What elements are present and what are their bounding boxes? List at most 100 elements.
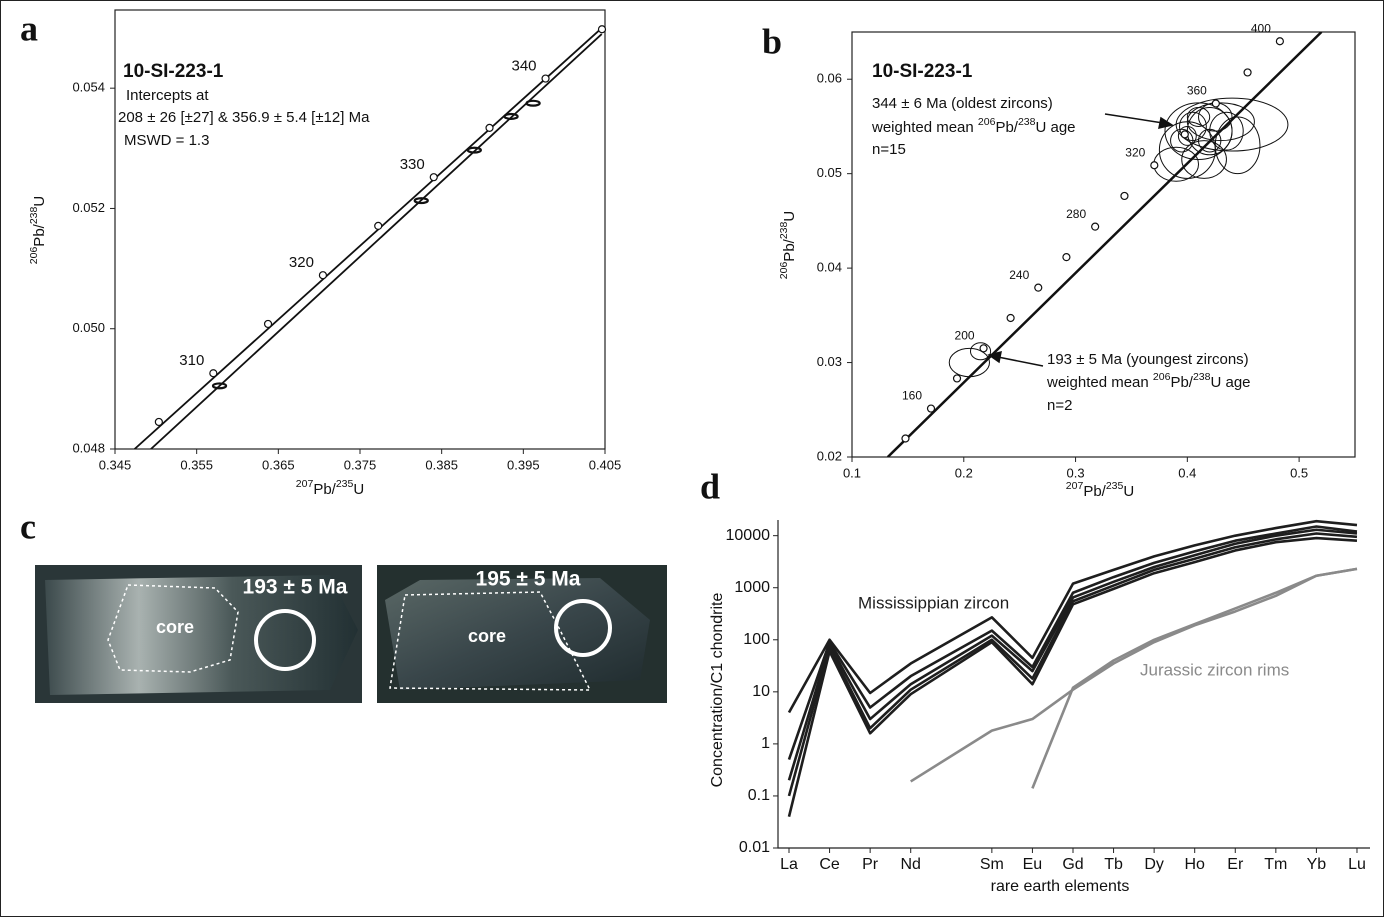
age-label: 240: [1009, 268, 1029, 282]
x-tick-label: Ho: [1184, 856, 1205, 873]
x-tick-label: La: [780, 856, 798, 873]
series-label: Jurassic zircon rims: [1140, 660, 1289, 679]
age-marker: [155, 418, 162, 425]
annotation: 344 ± 6 Ma (oldest zircons): [872, 95, 1053, 112]
text-part: U: [781, 211, 798, 222]
superscript: 235: [336, 478, 354, 490]
text-part: Pb/: [31, 223, 48, 246]
text-part: Pb/: [313, 481, 336, 498]
x-tick-label: 0.375: [344, 457, 377, 472]
age-label: 340: [512, 58, 537, 75]
age-marker: [980, 345, 987, 352]
panel-letter: c: [20, 506, 36, 546]
text-part: Pb/: [781, 238, 798, 261]
x-tick-label: 0.4: [1178, 465, 1196, 480]
x-tick-label: 0.5: [1290, 465, 1308, 480]
age-label: 310: [179, 352, 204, 369]
age-marker: [954, 375, 961, 382]
age-marker: [210, 370, 217, 377]
annotation: weighted mean 206Pb/238U age: [871, 116, 1076, 136]
y-tick-label: 0.052: [72, 200, 105, 215]
panel-letter: b: [762, 21, 782, 61]
y-tick-label: 0.04: [817, 260, 842, 275]
annotation: weighted mean 206Pb/238U age: [1046, 371, 1251, 391]
y-tick-label: 0.1: [748, 787, 770, 804]
age-label: 320: [289, 254, 314, 271]
age-marker: [1092, 223, 1099, 230]
age-marker: [1181, 131, 1188, 138]
text-part: weighted mean: [1046, 374, 1153, 391]
x-tick-label: Tm: [1264, 856, 1287, 873]
y-tick-label: 0.050: [72, 320, 105, 335]
x-tick-label: Gd: [1062, 856, 1083, 873]
panel-letter: d: [700, 466, 720, 506]
zone-label: core: [468, 626, 506, 646]
age-marker: [928, 405, 935, 412]
x-tick-label: Pr: [862, 856, 879, 873]
age-marker: [1244, 69, 1251, 76]
x-tick-label: Yb: [1307, 856, 1327, 873]
x-tick-label: Sm: [980, 856, 1004, 873]
text-part: Pb/: [1083, 483, 1106, 500]
series-label: Mississippian zircon: [858, 593, 1009, 612]
age-marker: [1063, 254, 1070, 261]
age-marker: [375, 222, 382, 229]
superscript: 206: [28, 247, 40, 265]
age-marker: [1035, 284, 1042, 291]
annotation: 193 ± 5 Ma (youngest zircons): [1047, 351, 1249, 368]
x-tick-label: 0.3: [1067, 465, 1085, 480]
annotation: n=15: [872, 141, 906, 158]
x-tick-label: 0.385: [425, 457, 458, 472]
x-tick-label: Dy: [1144, 856, 1164, 873]
x-tick-label: Er: [1227, 856, 1244, 873]
superscript: 207: [1066, 480, 1084, 492]
age-label: 320: [1125, 145, 1145, 159]
text-part: U: [31, 196, 48, 207]
age-marker: [486, 124, 493, 131]
age-marker: [542, 75, 549, 82]
superscript: 238: [778, 221, 790, 239]
superscript: 206: [778, 262, 790, 280]
text-part: U: [1123, 483, 1134, 500]
y-tick-label: 0.06: [817, 71, 842, 86]
age-label: 160: [902, 389, 922, 403]
text-part: U age: [1210, 374, 1250, 391]
text-part: Pb/: [995, 119, 1018, 136]
age-marker: [902, 435, 909, 442]
figure: c 193 ± 5 Ma core 195 ± 5 Ma core 0.3450…: [0, 0, 1384, 917]
zone-label: core: [156, 617, 194, 637]
y-axis-label: Concentration/C1 chondrite: [709, 593, 726, 788]
y-tick-label: 1: [761, 735, 770, 752]
y-tick-label: 0.03: [817, 354, 842, 369]
age-label: 360: [1187, 84, 1207, 98]
y-tick-label: 0.01: [739, 839, 770, 856]
superscript: 235: [1106, 480, 1124, 492]
y-tick-label: 10000: [726, 527, 771, 544]
y-tick-label: 10: [752, 683, 770, 700]
age-label: 330: [400, 156, 425, 173]
superscript: 206: [978, 116, 996, 128]
x-tick-label: 0.2: [955, 465, 973, 480]
age-marker: [1212, 100, 1219, 107]
superscript: 207: [296, 478, 314, 490]
text-part: U: [353, 481, 364, 498]
x-tick-label: 0.355: [180, 457, 213, 472]
x-tick-label: 0.405: [589, 457, 622, 472]
y-tick-label: 0.02: [817, 448, 842, 463]
chart-title: 10-SI-223-1: [123, 61, 224, 82]
x-tick-label: Lu: [1348, 856, 1366, 873]
x-tick-label: Eu: [1023, 856, 1043, 873]
superscript: 238: [1193, 371, 1211, 383]
age-marker: [1121, 192, 1128, 199]
x-tick-label: 0.1: [843, 465, 861, 480]
age-label: 280: [1066, 207, 1086, 221]
panel-letter: a: [20, 8, 38, 48]
annotation: 208 ± 26 [±27] & 356.9 ± 5.4 [±12] Ma: [118, 109, 370, 126]
x-tick-label: Tb: [1104, 856, 1123, 873]
age-marker: [265, 320, 272, 327]
annotation: Intercepts at: [126, 87, 209, 104]
x-tick-label: 0.365: [262, 457, 295, 472]
x-axis-label: rare earth elements: [991, 878, 1130, 895]
x-tick-label: Nd: [900, 856, 920, 873]
age-marker: [598, 26, 605, 33]
